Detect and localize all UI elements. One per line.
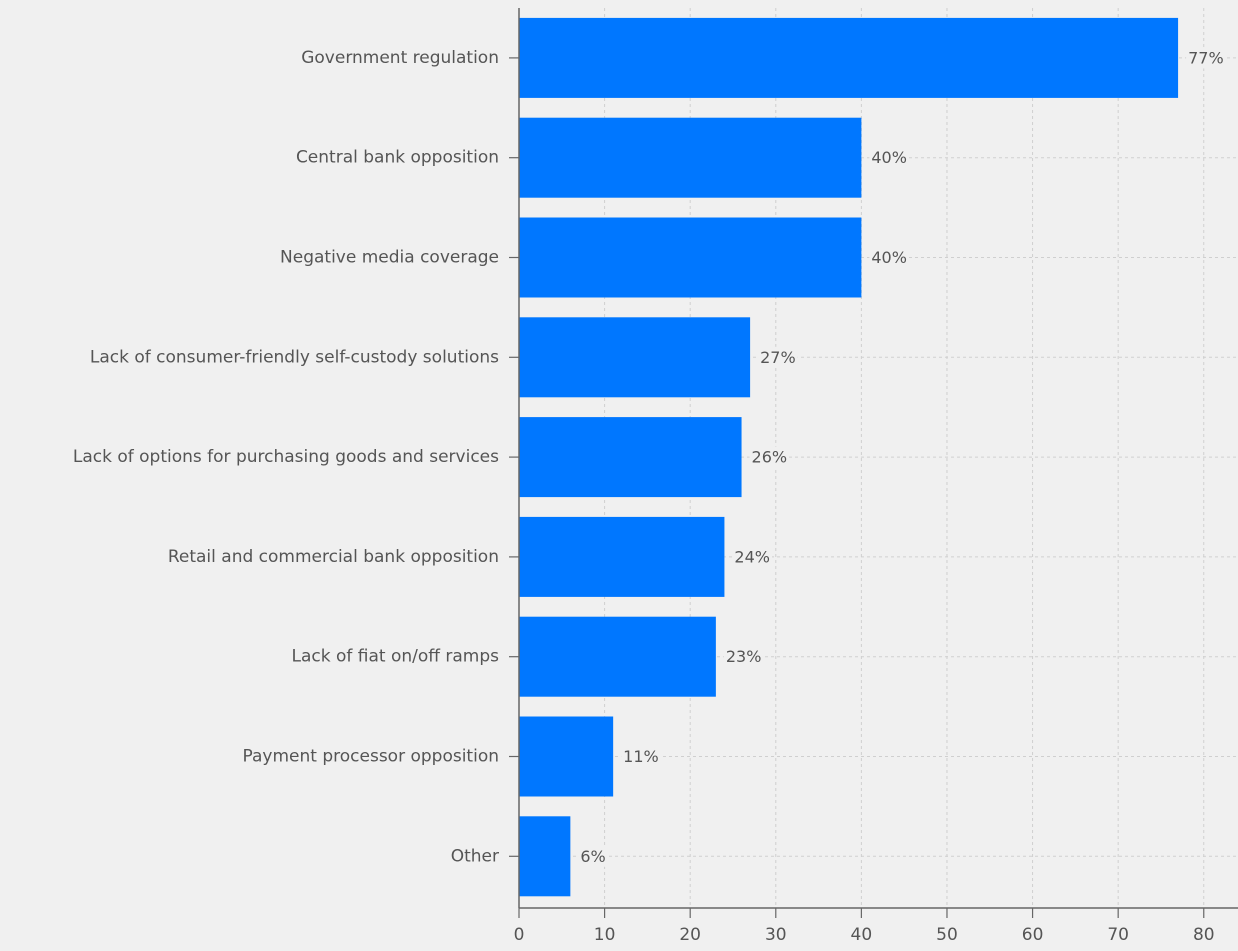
bar <box>519 417 742 498</box>
value-label-background <box>1186 47 1226 69</box>
value-label-background <box>732 546 772 568</box>
category-label: Central bank opposition <box>296 148 499 168</box>
category-label: Negative media coverage <box>280 248 499 268</box>
axes <box>509 8 1238 918</box>
bar <box>519 17 1179 98</box>
category-label: Retail and commercial bank opposition <box>168 547 499 567</box>
x-tick-label: 10 <box>594 925 616 945</box>
x-tick-label: 50 <box>936 925 958 945</box>
x-tick-label: 40 <box>851 925 873 945</box>
value-label: 77% <box>1188 48 1224 67</box>
value-label-background <box>723 646 764 668</box>
bar <box>519 616 716 697</box>
x-tick-label: 80 <box>1193 925 1215 945</box>
value-label-background <box>869 147 909 169</box>
value-label: 40% <box>871 248 907 267</box>
category-label: Government regulation <box>301 48 499 68</box>
value-label-background <box>749 446 790 468</box>
value-label: 11% <box>623 747 659 766</box>
category-label: Other <box>451 846 499 866</box>
bar <box>519 516 725 597</box>
value-label: 6% <box>580 847 605 866</box>
category-label: Lack of fiat on/off ramps <box>291 647 499 667</box>
value-label: 27% <box>760 348 796 367</box>
x-tick-label: 70 <box>1107 925 1129 945</box>
bar <box>519 117 862 198</box>
x-tick-label: 60 <box>1022 925 1044 945</box>
category-label: Lack of consumer-friendly self-custody s… <box>90 347 499 367</box>
labels: Government regulation 77% Central bank opp… <box>73 47 1226 945</box>
value-label-background <box>578 845 608 867</box>
bar <box>519 317 751 398</box>
bar <box>519 217 862 298</box>
value-label: 40% <box>871 148 907 167</box>
value-label: 24% <box>734 547 770 566</box>
value-label-background <box>758 346 798 368</box>
category-label: Payment processor opposition <box>243 747 499 767</box>
x-tick-label: 20 <box>679 925 701 945</box>
value-label: 23% <box>726 647 762 666</box>
bar <box>519 816 571 897</box>
bars <box>519 17 1179 897</box>
bar <box>519 716 614 797</box>
category-label: Lack of options for purchasing goods and… <box>73 447 499 467</box>
x-tick-label: 0 <box>514 925 525 945</box>
value-label-background <box>869 247 909 268</box>
value-label: 26% <box>752 448 788 467</box>
value-label-background <box>621 746 661 767</box>
x-tick-label: 30 <box>765 925 787 945</box>
